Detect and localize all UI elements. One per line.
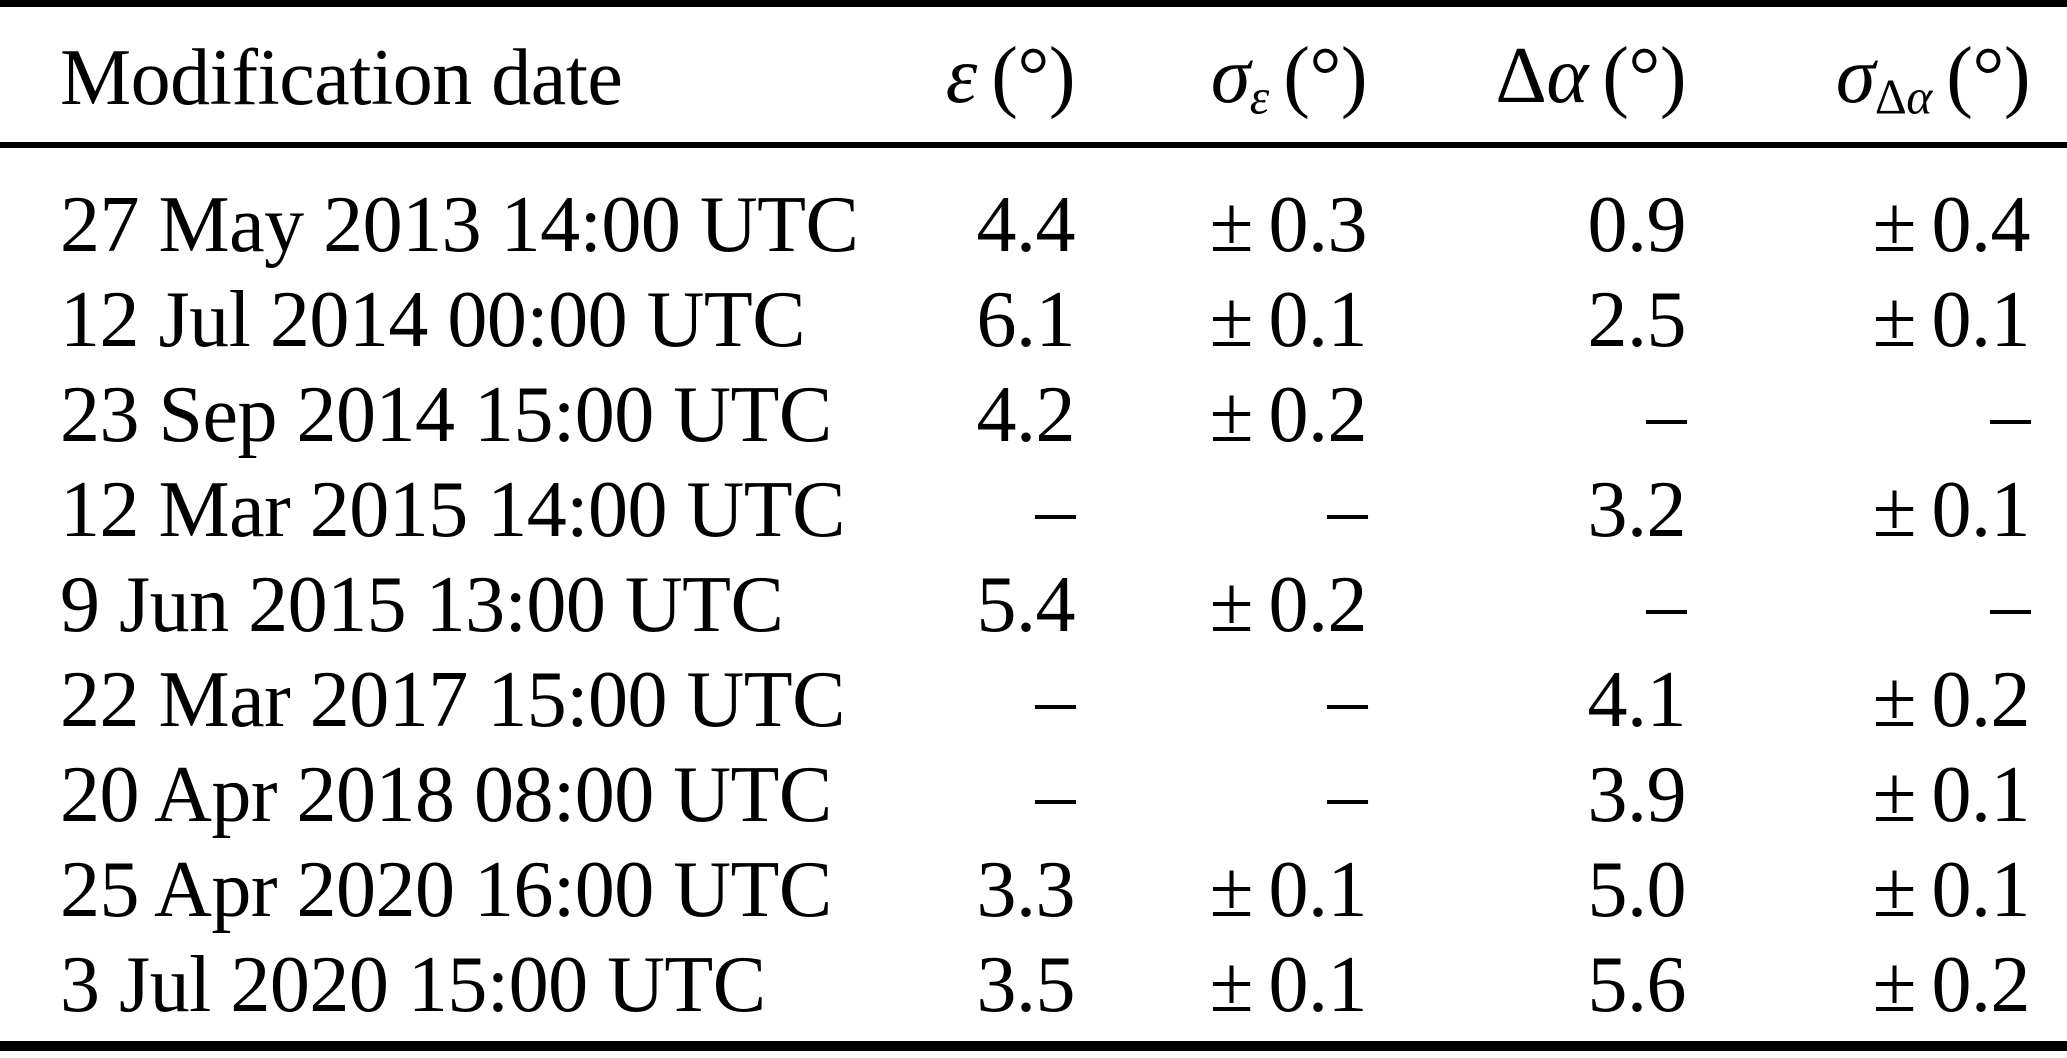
- cell-sigma-epsilon: ± 0.1: [1209, 275, 1368, 364]
- cell-sigma-epsilon: –: [1327, 655, 1368, 744]
- cell-delta-alpha: 3.9: [1587, 750, 1687, 839]
- table-body: 27 May 2013 14:00 UTC 4.4 ± 0.3 0.9 ± 0.…: [0, 145, 2067, 1046]
- delta-alpha-header-alpha: α: [1546, 32, 1588, 121]
- cell-epsilon: 6.1: [976, 275, 1076, 364]
- cell-date: 12 Jul 2014 00:00 UTC: [60, 275, 806, 364]
- col-header-sigma-epsilon: σε (°): [1075, 3, 1367, 148]
- table-header: Modification date ε (°) σε (°) Δα (°) σΔα (°…: [0, 3, 2067, 148]
- epsilon-header-symbol: ε: [945, 32, 978, 121]
- cell-date: 22 Mar 2017 15:00 UTC: [60, 655, 846, 744]
- sigma-delta-alpha-header-unit: (°): [1946, 32, 2030, 121]
- delta-alpha-header-delta: Δ: [1495, 32, 1547, 121]
- cell-delta-alpha: 3.2: [1587, 465, 1687, 554]
- table-row: 22 Mar 2017 15:00 UTC – – 4.1 ± 0.2: [0, 653, 2067, 748]
- cell-epsilon: 3.5: [976, 940, 1076, 1029]
- col-header-delta-alpha: Δα (°): [1367, 3, 1686, 148]
- cell-sigma-epsilon: –: [1327, 465, 1368, 554]
- cell-date: 25 Apr 2020 16:00 UTC: [60, 845, 832, 934]
- table-row: 25 Apr 2020 16:00 UTC 3.3 ± 0.1 5.0 ± 0.…: [0, 843, 2067, 938]
- cell-sigma-delta-alpha: ± 0.1: [1872, 845, 2031, 934]
- cell-delta-alpha: 5.6: [1587, 940, 1687, 1029]
- cell-sigma-delta-alpha: ± 0.1: [1872, 750, 2031, 839]
- sigma-epsilon-header-symbol: σ: [1210, 32, 1250, 121]
- cell-date: 12 Mar 2015 14:00 UTC: [60, 465, 846, 554]
- col-header-epsilon: ε (°): [820, 3, 1075, 148]
- cell-delta-alpha: 4.1: [1587, 655, 1687, 744]
- cell-sigma-epsilon: ± 0.1: [1209, 940, 1368, 1029]
- cell-sigma-epsilon: –: [1327, 750, 1368, 839]
- cell-sigma-delta-alpha: ± 0.2: [1872, 940, 2031, 1029]
- cell-sigma-epsilon: ± 0.2: [1209, 560, 1368, 649]
- col-header-modification-date: Modification date: [0, 3, 820, 148]
- cell-epsilon: –: [1035, 655, 1076, 744]
- cell-date: 3 Jul 2020 15:00 UTC: [60, 940, 766, 1029]
- cell-epsilon: 4.4: [976, 180, 1076, 269]
- cell-epsilon: –: [1035, 750, 1076, 839]
- cell-sigma-delta-alpha: –: [1990, 370, 2031, 459]
- cell-date: 27 May 2013 14:00 UTC: [60, 180, 859, 269]
- cell-epsilon: –: [1035, 465, 1076, 554]
- cell-sigma-delta-alpha: ± 0.4: [1872, 180, 2031, 269]
- table-row: 12 Mar 2015 14:00 UTC – – 3.2 ± 0.1: [0, 463, 2067, 558]
- cell-sigma-delta-alpha: ± 0.1: [1872, 275, 2031, 364]
- table-row: 9 Jun 2015 13:00 UTC 5.4 ± 0.2 – –: [0, 558, 2067, 653]
- table-row: 27 May 2013 14:00 UTC 4.4 ± 0.3 0.9 ± 0.…: [0, 145, 2067, 273]
- cell-date: 20 Apr 2018 08:00 UTC: [60, 750, 832, 839]
- sigma-epsilon-header-unit: (°): [1283, 32, 1367, 121]
- cell-delta-alpha: 2.5: [1587, 275, 1687, 364]
- cell-sigma-delta-alpha: ± 0.1: [1872, 465, 2031, 554]
- cell-delta-alpha: 0.9: [1587, 180, 1687, 269]
- table-row: 3 Jul 2020 15:00 UTC 3.5 ± 0.1 5.6 ± 0.2: [0, 938, 2067, 1046]
- cell-sigma-epsilon: ± 0.3: [1209, 180, 1368, 269]
- cell-sigma-delta-alpha: –: [1990, 560, 2031, 649]
- table-row: 23 Sep 2014 15:00 UTC 4.2 ± 0.2 – –: [0, 368, 2067, 463]
- cell-date: 23 Sep 2014 15:00 UTC: [60, 370, 832, 459]
- header-row: Modification date ε (°) σε (°) Δα (°) σΔα (°…: [0, 3, 2067, 148]
- cell-sigma-delta-alpha: ± 0.2: [1872, 655, 2031, 744]
- table-row: 12 Jul 2014 00:00 UTC 6.1 ± 0.1 2.5 ± 0.…: [0, 273, 2067, 368]
- epsilon-header-unit: (°): [991, 32, 1075, 121]
- col-header-sigma-delta-alpha: σΔα (°): [1686, 3, 2067, 148]
- cell-delta-alpha: –: [1646, 370, 1687, 459]
- cell-date: 9 Jun 2015 13:00 UTC: [60, 560, 784, 649]
- cell-delta-alpha: 5.0: [1587, 845, 1687, 934]
- sigma-delta-alpha-header-symbol: σ: [1835, 32, 1875, 121]
- delta-alpha-header-unit: (°): [1602, 32, 1686, 121]
- cell-epsilon: 4.2: [976, 370, 1076, 459]
- cell-delta-alpha: –: [1646, 560, 1687, 649]
- cell-epsilon: 3.3: [976, 845, 1076, 934]
- cell-sigma-epsilon: ± 0.1: [1209, 845, 1368, 934]
- table-row: 20 Apr 2018 08:00 UTC – – 3.9 ± 0.1: [0, 748, 2067, 843]
- cell-epsilon: 5.4: [976, 560, 1076, 649]
- cell-sigma-epsilon: ± 0.2: [1209, 370, 1368, 459]
